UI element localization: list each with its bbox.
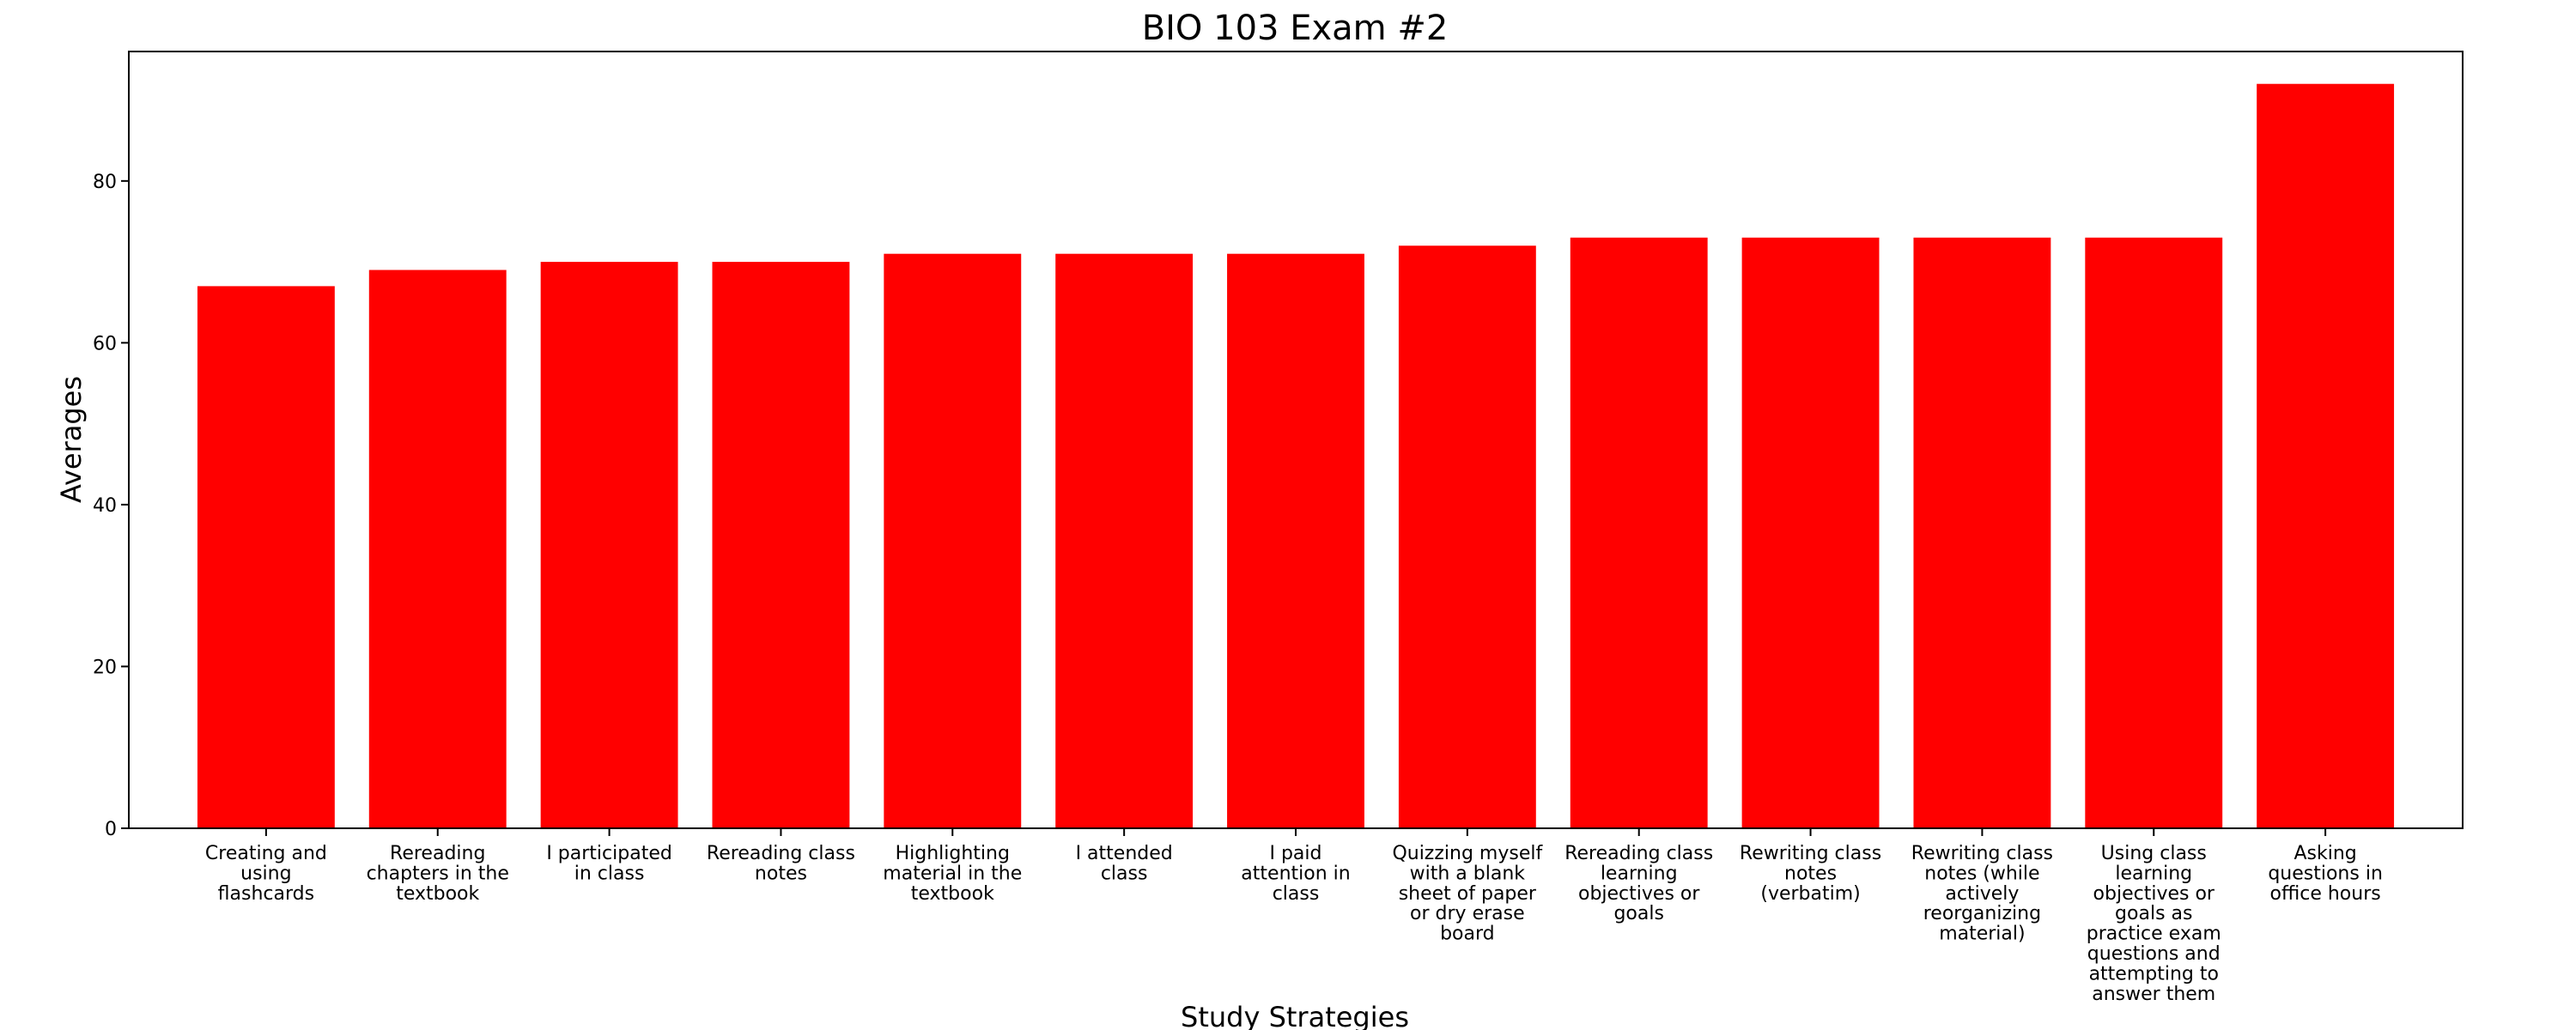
x-tick-label-line: class xyxy=(1101,863,1148,884)
x-tick-label-line: notes (while xyxy=(1924,863,2039,884)
x-tick-label: I paid attention in class xyxy=(1241,843,1350,905)
bar-12 xyxy=(2085,237,2223,828)
x-tick-label-line: Creating and xyxy=(205,843,327,864)
x-tick-label-line: chapters in the xyxy=(367,863,509,884)
bar-10 xyxy=(1741,237,1880,828)
x-tick-label-line: Highlighting xyxy=(896,843,1010,864)
x-tick-label-line: goals as xyxy=(2115,903,2192,924)
bars-layer xyxy=(197,83,2395,829)
bar-2 xyxy=(368,270,507,828)
bar-7 xyxy=(1227,253,1364,828)
x-tick-label-line: objectives or xyxy=(2093,883,2215,905)
bar-13 xyxy=(2257,83,2395,828)
x-tick-label-line: with a blank xyxy=(1410,863,1526,884)
x-tick-label: Quizzing myself with a blank sheet of pape… xyxy=(1392,843,1543,945)
x-tick-label-line: office hours xyxy=(2270,883,2381,905)
x-tick-label: Using class learning objectives or goals as… xyxy=(2087,843,2221,1005)
y-tick-label: 40 xyxy=(93,495,117,517)
x-tick-label-line: I participated xyxy=(546,843,672,864)
chart-title: BIO 103 Exam #2 xyxy=(1142,9,1449,48)
x-tick-label-line: goals xyxy=(1613,903,1663,924)
x-tick-label-line: using xyxy=(240,863,291,884)
x-tick-label-line: answer them xyxy=(2092,984,2215,1005)
bar-4 xyxy=(712,262,850,829)
x-tick-label-line: actively xyxy=(1945,883,2019,905)
x-tick-label-line: material) xyxy=(1939,924,2025,945)
x-tick-label-line: board xyxy=(1440,924,1495,945)
x-tick-label: Rewriting class notes (while actively reorg… xyxy=(1911,843,2053,945)
x-tick-label-line: material in the xyxy=(883,863,1022,884)
x-tick-label-line: Rereading xyxy=(390,843,485,864)
x-tick-label-line: textbook xyxy=(911,883,994,905)
x-tick-label-line: I paid xyxy=(1269,843,1321,864)
x-tick-label-line: Rereading class xyxy=(1564,843,1713,864)
y-tick-label: 60 xyxy=(93,333,117,354)
bar-1 xyxy=(197,286,335,828)
x-axis-label: Study Strategies xyxy=(1181,1001,1409,1030)
x-tick-label-line: questions in xyxy=(2268,863,2383,884)
bar-9 xyxy=(1570,237,1708,828)
x-tick-label-line: Quizzing myself xyxy=(1392,843,1543,864)
x-tick-label-line: textbook xyxy=(396,883,479,905)
bar-11 xyxy=(1913,237,2051,828)
x-tick-label: Highlighting material in the textbook xyxy=(883,843,1022,905)
bar-5 xyxy=(884,253,1022,828)
y-tick-label: 80 xyxy=(93,172,117,193)
x-tick-label: Rereading chapters in the textbook xyxy=(367,843,509,905)
x-tick-label: I attended class xyxy=(1076,843,1173,884)
x-tick-label-line: notes xyxy=(755,863,807,884)
x-tick-label-line: flashcards xyxy=(218,883,314,905)
y-tick-label: 0 xyxy=(105,819,117,840)
y-axis-label: Averages xyxy=(55,376,88,503)
x-tick-label-line: Asking xyxy=(2293,843,2356,864)
x-tick-label-line: objectives or xyxy=(1578,883,1700,905)
bar-3 xyxy=(540,262,678,829)
x-tick-label-line: questions and xyxy=(2087,943,2221,965)
y-tick-label: 20 xyxy=(93,657,117,678)
y-axis: 0 20 40 60 80 xyxy=(93,172,129,840)
x-tick-label-line: Rewriting class xyxy=(1911,843,2053,864)
x-tick-label-line: in class xyxy=(574,863,645,884)
x-tick-label-line: practice exam xyxy=(2087,924,2221,945)
x-tick-label-line: learning xyxy=(1601,863,1678,884)
x-tick-label-line: or dry erase xyxy=(1410,903,1525,924)
x-tick-label: Rewriting class notes (verbatim) xyxy=(1740,843,1881,905)
x-tick-label: Asking questions in office hours xyxy=(2268,843,2383,905)
x-tick-label-line: Rewriting class xyxy=(1740,843,1881,864)
x-tick-label-line: learning xyxy=(2115,863,2192,884)
x-tick-label-line: sheet of paper xyxy=(1399,883,1537,905)
x-tick-label-line: attention in xyxy=(1241,863,1350,884)
x-tick-label: Rereading class notes xyxy=(707,843,855,884)
x-tick-label: Creating and using flashcards xyxy=(205,843,327,905)
x-tick-label-line: reorganizing xyxy=(1923,903,2041,924)
x-tick-label: I participated in class xyxy=(546,843,672,884)
x-tick-label-line: notes xyxy=(1784,863,1837,884)
bar-6 xyxy=(1055,253,1194,828)
x-tick-label-line: class xyxy=(1273,883,1320,905)
x-tick-label: Rereading class learning objectives or goal… xyxy=(1564,843,1713,924)
x-tick-label-line: (verbatim) xyxy=(1760,883,1860,905)
x-tick-label-line: Using class xyxy=(2101,843,2207,864)
x-axis: Creating and using flashcards Rereading chap… xyxy=(205,828,2383,1005)
x-tick-label-line: I attended xyxy=(1076,843,1173,864)
x-tick-label-line: Rereading class xyxy=(707,843,855,864)
x-tick-label-line: attempting to xyxy=(2089,963,2219,985)
bar-8 xyxy=(1398,245,1536,828)
